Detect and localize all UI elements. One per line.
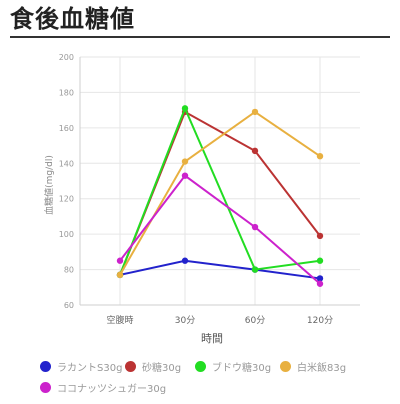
legend-item[interactable]: ココナッツシュガー30g	[40, 380, 166, 395]
data-point	[181, 105, 189, 112]
legend-marker	[40, 361, 51, 372]
page-header: 食後血糖値	[10, 4, 390, 38]
y-tick-label: 80	[64, 266, 74, 275]
series-lines	[116, 105, 324, 287]
legend-label: 砂糖30g	[142, 363, 182, 374]
tick-labels: 60 80 100 120 140 160 180 200 空腹時 30分 60分 120分	[59, 53, 333, 326]
data-point	[316, 257, 324, 264]
data-point	[251, 108, 259, 116]
data-point	[316, 153, 324, 160]
legend-item[interactable]: ブドウ糖30g	[195, 359, 271, 374]
x-tick-label: 30分	[175, 315, 195, 326]
y-axis-label: 血糖値(mg/dl)	[43, 155, 55, 215]
x-axis-label: 時間	[201, 332, 223, 345]
legend-item[interactable]: 砂糖30g	[125, 359, 181, 374]
page-title: 食後血糖値	[10, 5, 135, 33]
legend-item[interactable]: ラカントS30g	[40, 359, 122, 374]
x-tick-label: 空腹時	[106, 314, 133, 326]
series-line	[119, 174, 321, 285]
legend-marker	[40, 382, 51, 393]
data-point	[316, 232, 324, 240]
data-point	[316, 275, 324, 282]
y-tick-label: 140	[59, 159, 74, 168]
legend-marker	[125, 361, 136, 372]
title-underline	[10, 36, 390, 38]
y-tick-label: 160	[59, 124, 74, 133]
data-point	[116, 257, 124, 264]
legend-label: ブドウ糖30g	[212, 363, 272, 374]
legend-item[interactable]: 白米飯83g	[280, 359, 346, 374]
x-tick-label: 60分	[245, 315, 265, 326]
series-2	[116, 105, 324, 279]
series-3	[116, 108, 324, 279]
x-tick-label: 120分	[307, 315, 333, 326]
legend-label: 白米飯83g	[297, 363, 347, 374]
data-point	[181, 257, 189, 264]
data-point	[316, 280, 324, 287]
series-line	[119, 110, 321, 276]
y-tick-label: 100	[59, 230, 74, 239]
series-line	[119, 105, 321, 276]
y-tick-label: 200	[59, 53, 74, 62]
y-tick-label: 60	[64, 301, 74, 310]
axes	[79, 57, 360, 306]
y-tick-label: 120	[59, 195, 74, 204]
data-point	[251, 147, 259, 155]
data-point	[116, 271, 124, 279]
data-point	[251, 266, 259, 273]
data-point	[251, 223, 259, 231]
data-point	[181, 158, 189, 165]
legend-marker	[195, 361, 206, 372]
series-line	[119, 259, 321, 280]
legend-label: ラカントS30g	[57, 363, 123, 374]
legend-label: ココナッツシュガー30g	[57, 384, 167, 395]
series-1	[116, 108, 324, 279]
data-point	[181, 172, 189, 179]
series-4	[116, 172, 324, 287]
y-tick-label: 180	[59, 88, 74, 97]
legend-marker	[280, 361, 291, 372]
